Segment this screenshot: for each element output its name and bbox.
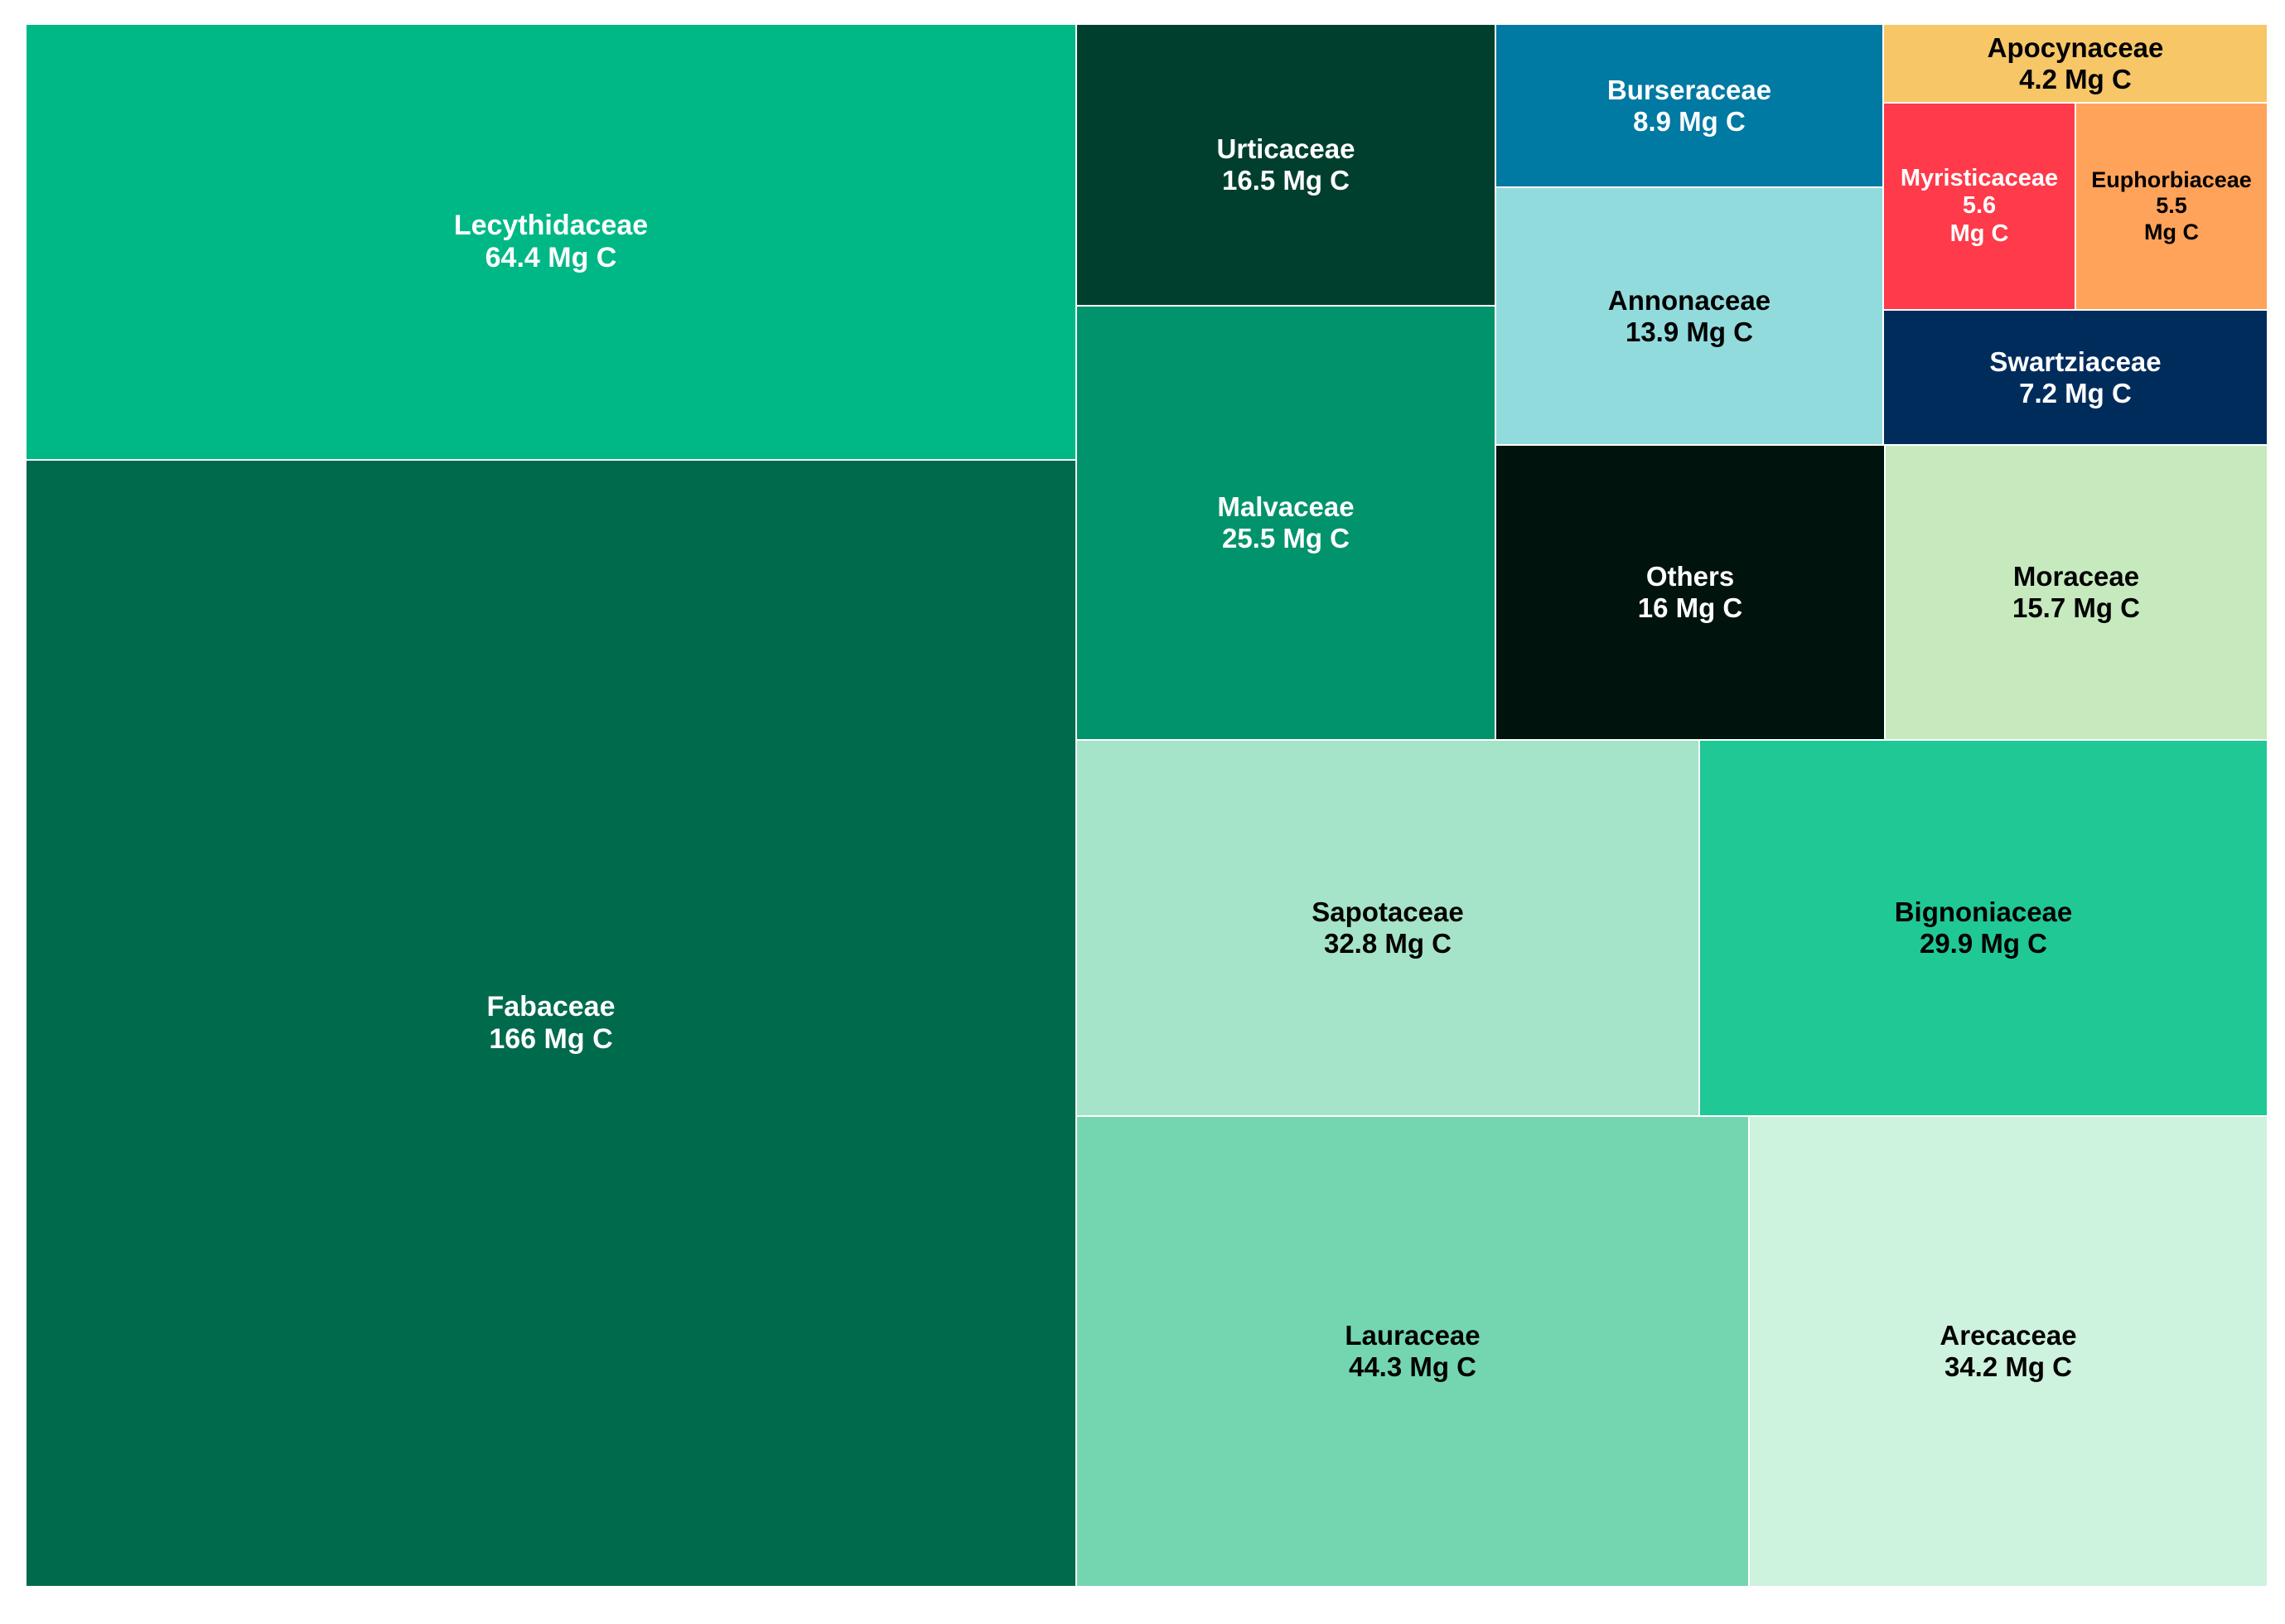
treemap-tile-sapotaceae: Sapotaceae 32.8 Mg C (1077, 741, 1700, 1117)
tile-label: Lecythidaceae (453, 209, 649, 241)
treemap-tile-apocynaceae: Apocynaceae 4.2 Mg C (1884, 25, 2268, 104)
tile-value: 29.9 Mg C (1919, 928, 2048, 959)
treemap-tile-swartziaceae: Swartziaceae 7.2 Mg C (1884, 311, 2268, 446)
treemap-tile-bignoniaceae: Bignoniaceae 29.9 Mg C (1700, 741, 2268, 1117)
tile-value: 4.2 Mg C (2019, 63, 2132, 94)
tile-value: 13.9 Mg C (1625, 316, 1754, 347)
tile-label: Malvaceae (1217, 491, 1355, 523)
tile-label: Others (1645, 561, 1735, 592)
treemap-tile-myristicaceae: Myristicaceae 5.6 Mg C (1884, 104, 2076, 311)
treemap-tile-annonaceae: Annonaceae 13.9 Mg C (1496, 188, 1884, 446)
tile-label: Myristicaceae (1900, 164, 2059, 191)
treemap-tile-lauraceae: Lauraceae 44.3 Mg C (1077, 1117, 1750, 1588)
tile-value: 16 Mg C (1637, 592, 1743, 623)
treemap-tile-malvaceae: Malvaceae 25.5 Mg C (1077, 307, 1496, 741)
tile-value: 7.2 Mg C (2019, 377, 2132, 408)
tile-value: 64.4 Mg C (485, 242, 617, 273)
tile-value: 5.6 Mg C (1949, 192, 2009, 247)
tile-label: Fabaceae (486, 990, 616, 1022)
tile-value: 32.8 Mg C (1323, 928, 1452, 959)
tile-label: Apocynaceae (1987, 31, 2164, 63)
treemap-tile-others: Others 16 Mg C (1496, 446, 1886, 741)
treemap-tile-arecaceae: Arecaceae 34.2 Mg C (1750, 1117, 2268, 1588)
treemap-tile-euphorbiaceae: Euphorbiaceae 5.5 Mg C (2076, 104, 2268, 311)
tile-value: 44.3 Mg C (1348, 1351, 1477, 1382)
tile-value: 5.5 Mg C (2144, 193, 2199, 244)
tile-value: 25.5 Mg C (1221, 523, 1350, 553)
tile-label: Lauraceae (1345, 1320, 1481, 1351)
tile-value: 166 Mg C (489, 1023, 613, 1055)
treemap-tile-lecythidaceae: Lecythidaceae 64.4 Mg C (27, 25, 1077, 461)
tile-label: Moraceae (2012, 561, 2140, 592)
treemap-tile-fabaceae: Fabaceae 166 Mg C (27, 461, 1077, 1588)
tile-label: Arecaceae (1940, 1320, 2077, 1351)
treemap-tile-urticaceae: Urticaceae 16.5 Mg C (1077, 25, 1496, 307)
tile-value: 16.5 Mg C (1221, 165, 1350, 196)
tile-label: Sapotaceae (1312, 897, 1464, 928)
tile-label: Euphorbiaceae (2091, 167, 2252, 193)
tile-value: 15.7 Mg C (2012, 592, 2141, 623)
tile-label: Bignoniaceae (1894, 897, 2073, 928)
tile-value: 8.9 Mg C (1633, 105, 1746, 137)
treemap-tile-burseraceae: Burseraceae 8.9 Mg C (1496, 25, 1884, 188)
tile-label: Swartziaceae (1989, 346, 2162, 377)
treemap-tile-moraceae: Moraceae 15.7 Mg C (1886, 446, 2268, 741)
tile-value: 34.2 Mg C (1944, 1351, 2073, 1382)
tile-label: Urticaceae (1216, 133, 1355, 165)
tile-label: Annonaceae (1607, 284, 1771, 316)
tile-label: Burseraceae (1606, 74, 1772, 105)
